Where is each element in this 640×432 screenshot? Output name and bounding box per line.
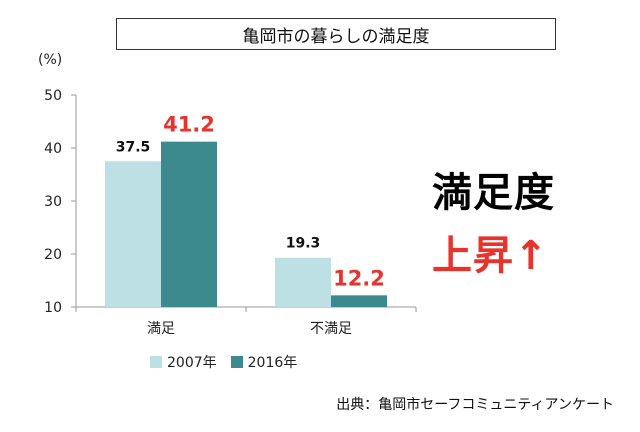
headline-rise: 上昇↑ <box>432 233 549 279</box>
legend-label-2007: 2007年 <box>167 355 217 371</box>
data-label-0-0: 37.5 <box>116 139 151 155</box>
bar-0-0 <box>105 161 161 307</box>
y-tick-label-10: 10 <box>44 300 62 316</box>
chart-title: 亀岡市の暮らしの満足度 <box>116 18 556 50</box>
legend: 2007年 2016年 <box>150 352 297 372</box>
headline-satisfaction: 満足度 <box>432 170 555 216</box>
category-label-0: 満足 <box>147 321 175 337</box>
legend-swatch-2007 <box>150 356 162 368</box>
legend-swatch-2016 <box>230 356 243 368</box>
legend-item-2007: 2007年 <box>150 352 217 372</box>
source-note: 出典：亀岡市セーフコミュニティアンケート <box>336 397 614 413</box>
y-tick-label-50: 50 <box>44 88 62 104</box>
y-axis-unit: (%) <box>38 52 63 68</box>
legend-label-2016: 2016年 <box>247 355 298 371</box>
data-label-1-0: 19.3 <box>286 236 321 252</box>
y-tick-label-40: 40 <box>44 141 62 157</box>
category-label-1: 不満足 <box>310 321 352 337</box>
data-label-0-1: 41.2 <box>163 113 215 137</box>
y-tick-label-30: 30 <box>44 194 62 210</box>
bar-1-1 <box>331 295 387 307</box>
data-label-1-1: 12.2 <box>333 266 385 290</box>
y-tick-label-20: 20 <box>44 247 62 263</box>
bar-1-0 <box>275 257 331 307</box>
bar-0-1 <box>161 141 217 307</box>
legend-item-2016: 2016年 <box>230 352 298 372</box>
